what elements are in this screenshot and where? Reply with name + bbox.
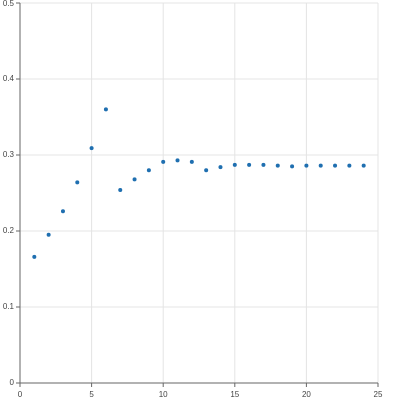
point <box>89 146 94 151</box>
x-tick-label: 15 <box>230 390 239 399</box>
point <box>189 159 194 164</box>
point <box>290 164 295 169</box>
x-tick-label: 25 <box>374 390 383 399</box>
point <box>175 158 180 163</box>
point <box>132 177 137 182</box>
point <box>261 162 266 167</box>
point <box>146 168 151 173</box>
point <box>361 163 366 168</box>
point <box>318 163 323 168</box>
point <box>32 254 37 259</box>
point <box>218 165 223 170</box>
point <box>103 107 108 112</box>
point <box>60 209 65 214</box>
point <box>304 163 309 168</box>
point <box>204 168 209 173</box>
y-tick-label: 0.1 <box>3 302 15 311</box>
point <box>161 159 166 164</box>
y-tick-label: 0.2 <box>3 226 15 235</box>
point <box>275 163 280 168</box>
point <box>46 232 51 237</box>
point <box>75 180 80 185</box>
point <box>333 163 338 168</box>
x-tick-label: 10 <box>159 390 168 399</box>
point <box>232 162 237 167</box>
x-tick-label: 5 <box>89 390 94 399</box>
x-tick-label: 0 <box>18 390 23 399</box>
y-tick-label: 0.3 <box>3 150 15 159</box>
y-tick-label: 0.5 <box>3 0 15 8</box>
point <box>118 187 123 192</box>
point <box>347 163 352 168</box>
y-tick-label: 0.4 <box>3 74 15 83</box>
x-tick-label: 20 <box>302 390 311 399</box>
point <box>247 162 252 167</box>
y-tick-label: 0 <box>10 378 15 387</box>
